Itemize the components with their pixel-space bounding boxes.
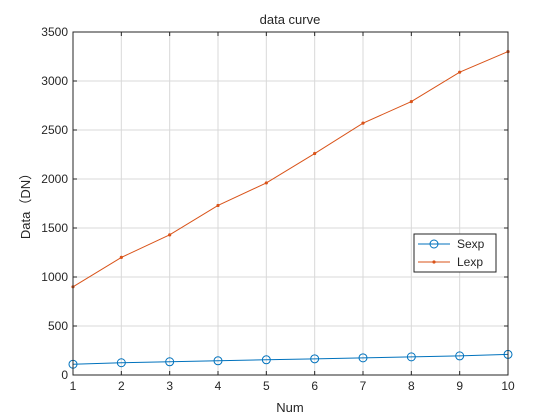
data-point: [458, 70, 462, 74]
legend: Sexp Lexp: [413, 233, 497, 273]
data-point: [261, 355, 271, 365]
legend-box: [413, 233, 497, 273]
data-point: [165, 357, 175, 367]
series-line-lexp: [72, 51, 509, 288]
series-lexp: [71, 50, 510, 289]
y-tick-label: 1500: [41, 221, 68, 235]
data-point: [361, 121, 365, 125]
y-tick-label: 1000: [41, 270, 68, 284]
x-tick-label: 8: [408, 379, 415, 393]
x-tick-label: 10: [501, 379, 515, 393]
data-point: [313, 151, 317, 156]
legend-marker-lexp: [432, 260, 436, 264]
y-tick-label: 0: [61, 368, 68, 382]
data-point: [455, 351, 465, 361]
chart-title: data curve: [260, 12, 321, 27]
x-tick-label: 1: [70, 379, 77, 393]
data-point: [406, 352, 416, 362]
legend-marker-sexp: [429, 239, 439, 249]
x-tick-label: 7: [360, 379, 367, 393]
x-tick-label: 2: [118, 379, 125, 393]
legend-label-sexp: Sexp: [457, 237, 485, 251]
plot-area: [73, 32, 508, 375]
tick-layer: 1 2 3 4 5 6 7 8 9 10 0 500 1000 1500 2000 2500 3000 3500: [41, 25, 515, 393]
y-axis-label: Data（DN）: [18, 167, 33, 239]
data-point: [310, 354, 320, 364]
data-point: [216, 203, 220, 208]
data-point: [119, 255, 123, 259]
data-point: [409, 99, 413, 104]
data-point: [358, 353, 368, 363]
data-point: [168, 233, 172, 237]
legend-label-lexp: Lexp: [457, 255, 483, 269]
x-tick-label: 3: [166, 379, 173, 393]
y-tick-label: 3000: [41, 74, 68, 88]
series-line-sexp: [72, 353, 509, 365]
axes-box: [72, 31, 509, 376]
y-tick-label: 2500: [41, 123, 68, 137]
x-axis-label: Num: [276, 400, 303, 415]
x-tick-label: 9: [456, 379, 463, 393]
data-point: [116, 358, 126, 368]
y-tick-label: 2000: [41, 172, 68, 186]
data-point: [213, 356, 223, 366]
x-tick-label: 5: [263, 379, 270, 393]
x-tick-label: 4: [215, 379, 222, 393]
data-point: [264, 181, 268, 185]
y-tick-label: 3500: [41, 25, 68, 39]
x-tick-label: 6: [311, 379, 318, 393]
y-tick-label: 500: [48, 319, 68, 333]
